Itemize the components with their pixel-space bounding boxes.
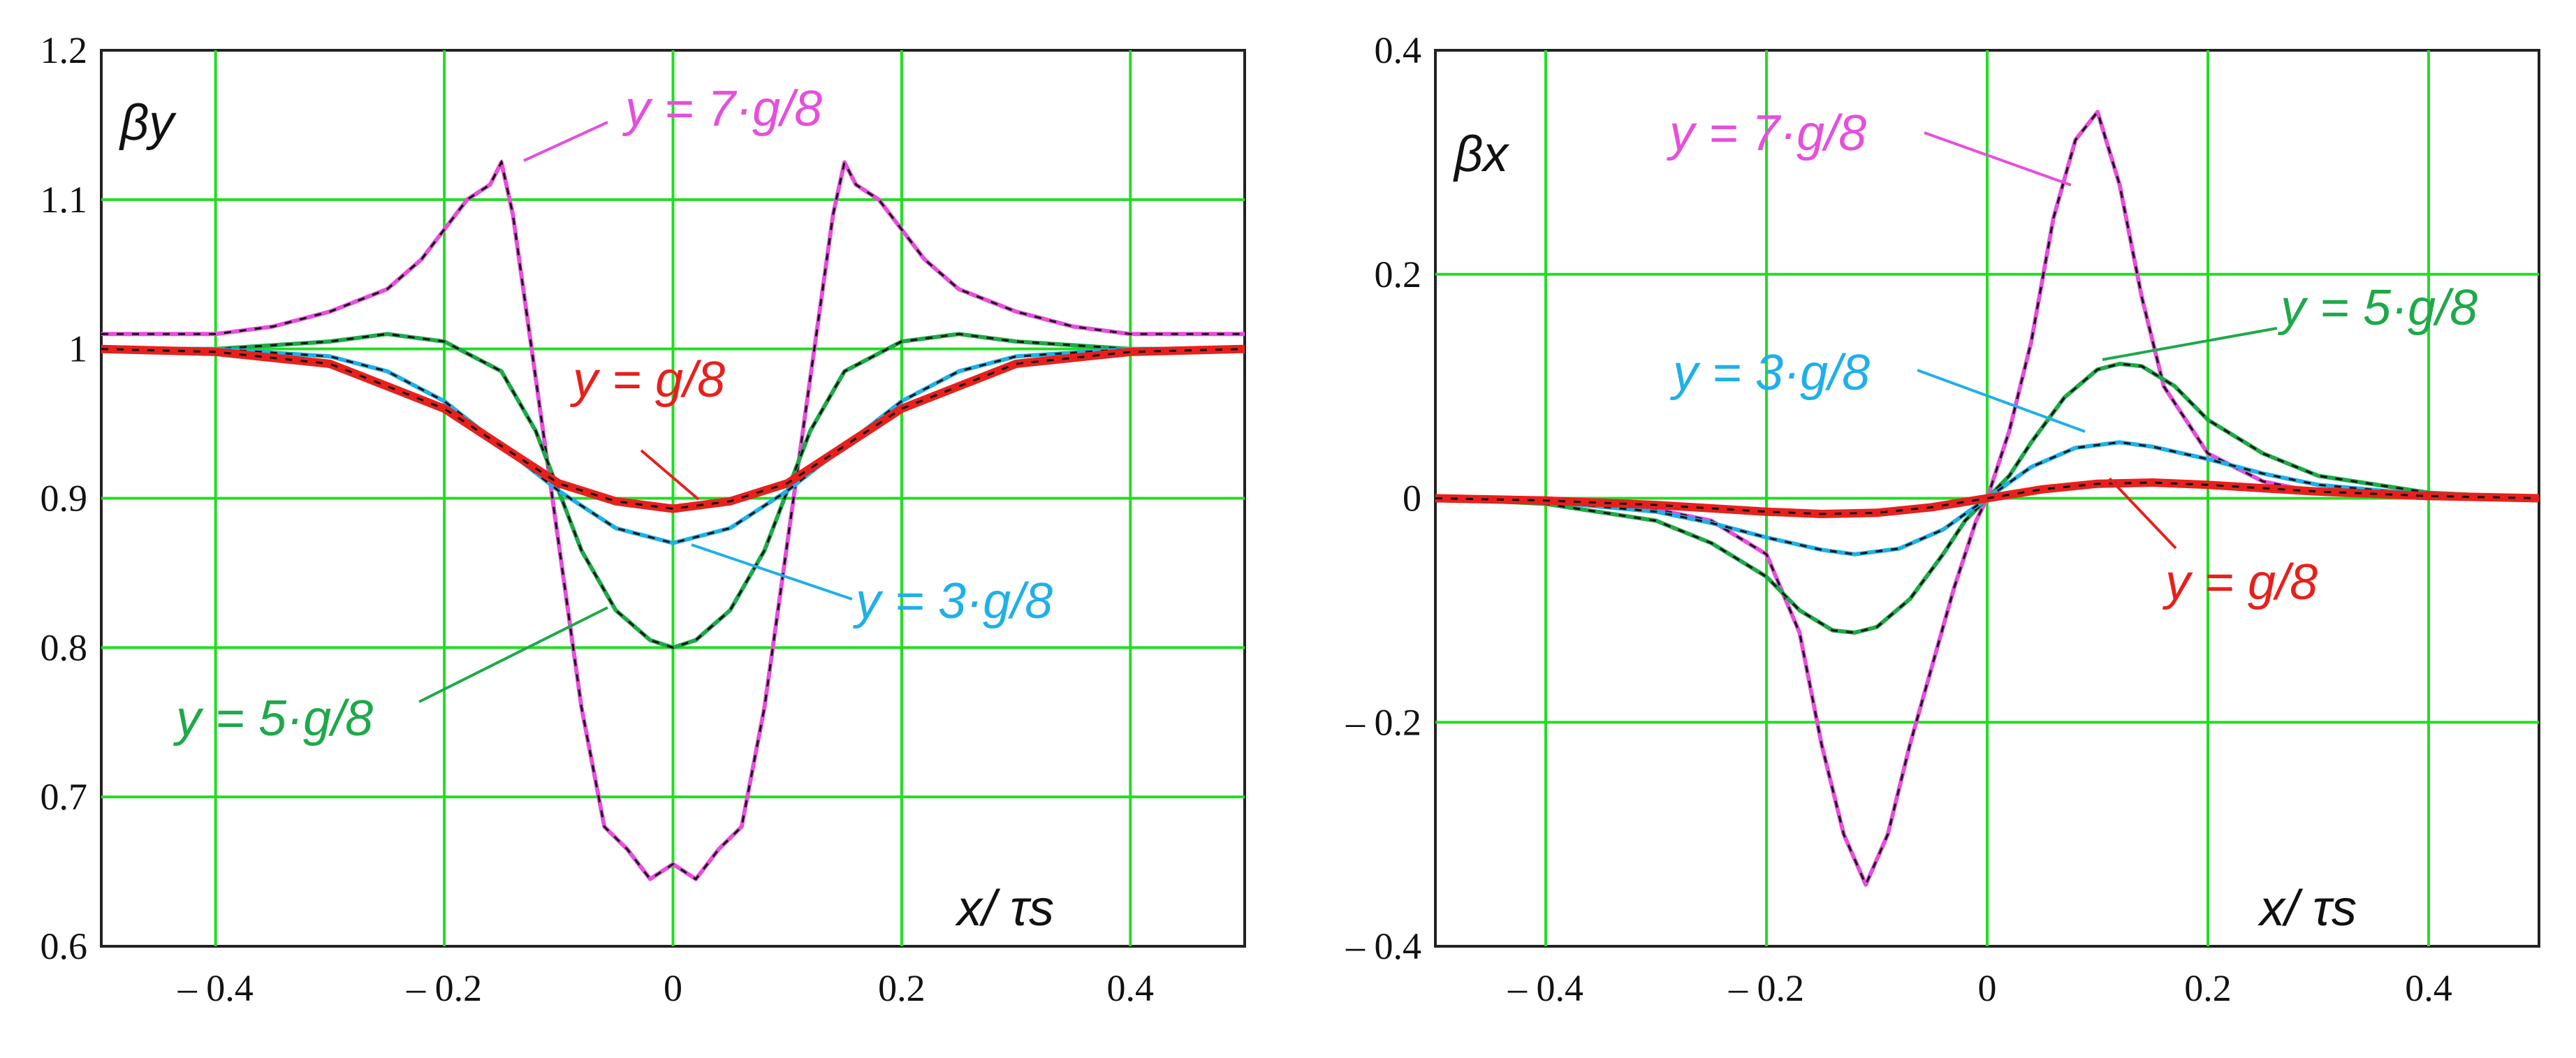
left-annotation-5g8: y = 5·g/8	[173, 691, 373, 747]
left-x-axis-label: x/ τs	[955, 881, 1054, 936]
x-tick-label: 0.4	[2405, 967, 2452, 1009]
right-annotation-leader-5g8	[2102, 327, 2278, 361]
right-x-tick-labels: – 0.4 – 0.2 0 0.2 0.4	[1507, 967, 2452, 1009]
left-annotation-leader-7g8	[523, 121, 608, 162]
series-dotted-overlay-0	[101, 159, 1245, 881]
y-tick-label: 1.1	[41, 179, 88, 221]
left-y-axis-label: βy	[119, 95, 177, 151]
left-grid	[101, 50, 1245, 946]
left-series-lines	[101, 159, 1245, 881]
left-x-tick-labels: – 0.4 – 0.2 0 0.2 0.4	[177, 967, 1154, 1009]
series-dotted-overlay-3	[101, 348, 1245, 510]
x-tick-label: 0	[1978, 967, 1997, 1009]
right-annotation-leader-g8	[2108, 477, 2177, 550]
x-tick-label: 0.2	[2184, 967, 2232, 1009]
y-tick-label: 1.2	[41, 29, 88, 71]
left-y-tick-labels: 0.6 0.7 0.8 0.9 1 1.1 1.2	[41, 29, 88, 967]
series-dotted-overlay-3	[1435, 481, 2540, 515]
x-tick-label: – 0.4	[1507, 967, 1583, 1009]
y-tick-label: – 0.2	[1345, 701, 1421, 743]
y-tick-label: 0.6	[41, 925, 88, 967]
series-dotted-overlay-1	[101, 332, 1245, 649]
right-y-axis-label: βx	[1453, 126, 1510, 182]
left-annotation-7g8: y = 7·g/8	[622, 81, 822, 137]
x-tick-label: – 0.2	[406, 967, 482, 1009]
left-annotation-leader-5g8	[418, 606, 608, 703]
y-tick-label: 0.8	[41, 626, 88, 668]
y-tick-label: – 0.4	[1345, 925, 1421, 967]
right-panel-beta-x: – 0.4 – 0.2 0 0.2 0.4 – 0.4 – 0.2 0 0.2 0.4 βx x…	[1345, 29, 2540, 1009]
y-tick-label: 0.7	[41, 776, 88, 818]
left-annotation-leader-3g8	[691, 543, 853, 601]
right-annotation-5g8: y = 5·g/8	[2277, 280, 2478, 336]
right-annotation-g8: y = g/8	[2162, 554, 2318, 610]
y-tick-label: 0	[1403, 478, 1421, 520]
right-y-tick-labels: – 0.4 – 0.2 0 0.2 0.4	[1345, 29, 1421, 967]
right-series-lines	[1435, 110, 2540, 888]
x-tick-label: – 0.2	[1728, 967, 1804, 1009]
x-tick-label: 0.2	[878, 967, 925, 1009]
right-x-axis-label: x/ τs	[2257, 881, 2357, 936]
x-tick-label: – 0.4	[177, 967, 254, 1009]
right-annotation-leader-3g8	[1917, 369, 2086, 433]
right-annotation-leader-7g8	[1924, 131, 2072, 186]
series-line-2	[101, 346, 1245, 545]
x-tick-label: 0	[664, 967, 682, 1009]
x-tick-label: 0.4	[1107, 967, 1155, 1009]
left-annotation-g8: y = g/8	[569, 352, 725, 408]
right-annotation-3g8: y = 3·g/8	[1669, 345, 1870, 401]
left-annotation-leader-g8	[640, 449, 700, 501]
y-tick-label: 0.2	[1375, 254, 1422, 295]
left-annotation-3g8: y = 3·g/8	[852, 573, 1053, 629]
y-tick-label: 1	[68, 328, 87, 370]
y-tick-label: 0.4	[1375, 29, 1422, 71]
right-annotation-7g8: y = 7·g/8	[1666, 105, 1866, 161]
y-tick-label: 0.9	[41, 478, 88, 520]
left-panel-beta-y: 0.6 0.7 0.8 0.9 1 1.1 1.2 – 0.4 – 0.2 0 0.2 0.4 βy…	[41, 29, 1246, 1009]
